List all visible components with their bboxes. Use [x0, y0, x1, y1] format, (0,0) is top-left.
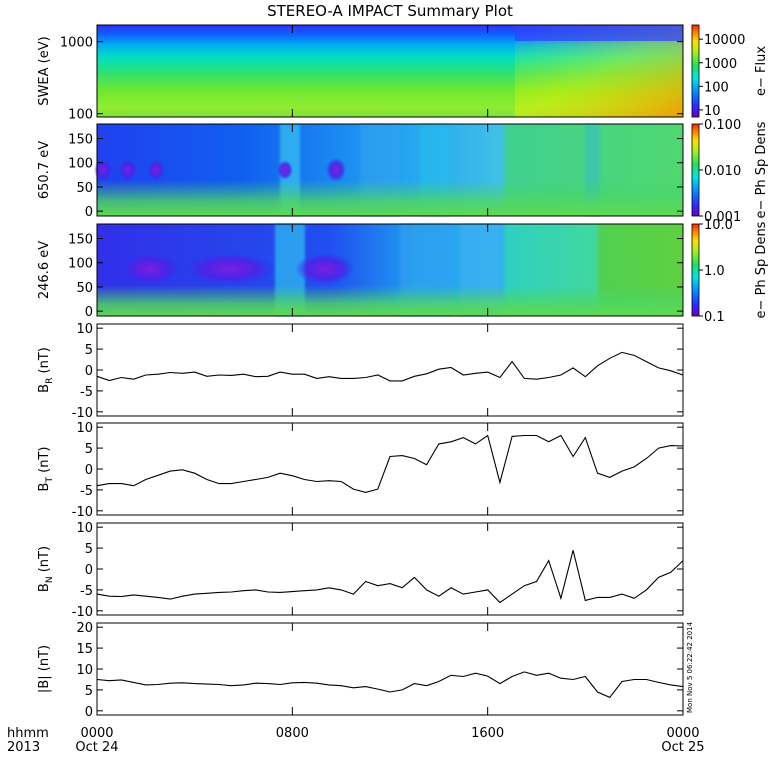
bmag-ytick-label: 10 [76, 663, 93, 678]
bn-ytick-label: -5 [80, 584, 93, 599]
pad650-ytick-label: 0 [85, 205, 93, 220]
bt-ytick-label: 0 [85, 463, 93, 478]
bmag-ytick-label: 0 [85, 705, 93, 720]
br-frame [96, 323, 684, 417]
pad650-colorbar-title: e− Ph Sp Dens [754, 121, 769, 218]
br-ytick-label: 0 [85, 364, 93, 379]
chart-title: STEREO-A IMPACT Summary Plot [267, 2, 513, 20]
br-ytick-label: -10 [72, 406, 93, 421]
x-tick-label-date: Oct 24 [75, 740, 118, 755]
bn-ytick-label: 5 [85, 542, 93, 557]
pad246-ytick-label: 100 [68, 257, 93, 272]
bn-ytick-label: 0 [85, 563, 93, 578]
br-ytick-label: -5 [80, 385, 93, 400]
pad246-cb-label: 1.0 [704, 264, 725, 279]
swea-ylabel: SWEA (eV) [37, 36, 52, 105]
x-tick-label-time: 1600 [471, 726, 504, 741]
br-ytick-label: 10 [76, 322, 93, 337]
bmag-ylabel: |B| (nT) [37, 645, 52, 693]
swea-ytick-label: 100 [68, 108, 93, 123]
series-lines [96, 351, 684, 699]
pad246-cb-label: 0.1 [704, 310, 725, 325]
br-ytick-label: 5 [85, 343, 93, 358]
swea-colorbar-title: e− Flux [754, 46, 769, 96]
swea-cb-label: 1000 [704, 57, 737, 72]
bmag-frame [96, 622, 684, 716]
swea-panel [96, 24, 684, 118]
pad246-ytick-label: 0 [85, 305, 93, 320]
bmag-ytick-label: 15 [76, 642, 93, 657]
pad650-ytick-label: 100 [68, 157, 93, 172]
bmag-ytick-label: 5 [85, 684, 93, 699]
bt-ylabel: BT (nT) [37, 447, 55, 492]
pad650-cb-label: 0.001 [704, 210, 741, 225]
bt-ytick-label: 10 [76, 421, 93, 436]
pad246-ylabel: 246.6 eV [37, 241, 52, 299]
x-tick-label-time: 0000 [80, 726, 113, 741]
bn-ytick-label: 10 [76, 521, 93, 536]
bmag-ytick-label: 20 [76, 621, 93, 636]
br-series [96, 351, 684, 382]
pad650-panel [94, 123, 684, 217]
pad246-frame [96, 223, 684, 317]
swea-colorbar [691, 24, 700, 118]
bt-frame [96, 422, 684, 516]
x-tick-label-date: Oct 25 [661, 740, 704, 755]
pad246-ytick-label: 150 [68, 233, 93, 248]
x-tick-label-time: 0800 [276, 726, 309, 741]
pad246-colorbar-title: e− Ph Sp Dens [754, 221, 769, 318]
pad246-colorbar [691, 223, 700, 317]
x-tick-label-time: 0000 [666, 726, 699, 741]
pad246-panel [96, 223, 684, 317]
pad650-ylabel: 650.7 eV [37, 141, 52, 199]
pad650-cb-label: 0.100 [704, 118, 741, 133]
x-corner-top-label: hhmm [7, 726, 49, 741]
pad246-ytick-label: 50 [76, 281, 93, 296]
pad650-ytick-label: 150 [68, 133, 93, 148]
bt-ytick-label: -10 [72, 505, 93, 520]
swea-cb-label: 10 [704, 104, 721, 119]
br-ylabel: BR (nT) [37, 347, 55, 393]
bn-ytick-label: -10 [72, 605, 93, 620]
timestamp-stamp: Mon Nov 5 06:22:42 2014 [686, 621, 694, 713]
swea-ytick-label: 1000 [60, 36, 93, 51]
bt-series [96, 434, 684, 493]
pad650-colorbar [691, 123, 700, 217]
pad246-cb-label: 10.0 [704, 218, 733, 233]
pad650-ytick-label: 50 [76, 181, 93, 196]
pad246-blobs [120, 253, 355, 285]
bt-ytick-label: -5 [80, 484, 93, 499]
x-corner-bottom-label: 2013 [7, 740, 40, 755]
bt-ytick-label: 5 [85, 442, 93, 457]
pad650-cb-label: 0.010 [704, 164, 741, 179]
pad650-frame [96, 123, 684, 217]
pad650-blobs [94, 158, 346, 182]
line-panels [96, 323, 684, 716]
bn-frame [96, 522, 684, 616]
colorbars [691, 24, 700, 317]
bmag-series [96, 671, 684, 699]
swea-frame [96, 24, 684, 118]
swea-cb-label: 100 [704, 80, 729, 95]
swea-cb-label: 10000 [704, 33, 745, 48]
bn-ylabel: BN (nT) [37, 546, 55, 592]
bn-series [96, 550, 684, 604]
